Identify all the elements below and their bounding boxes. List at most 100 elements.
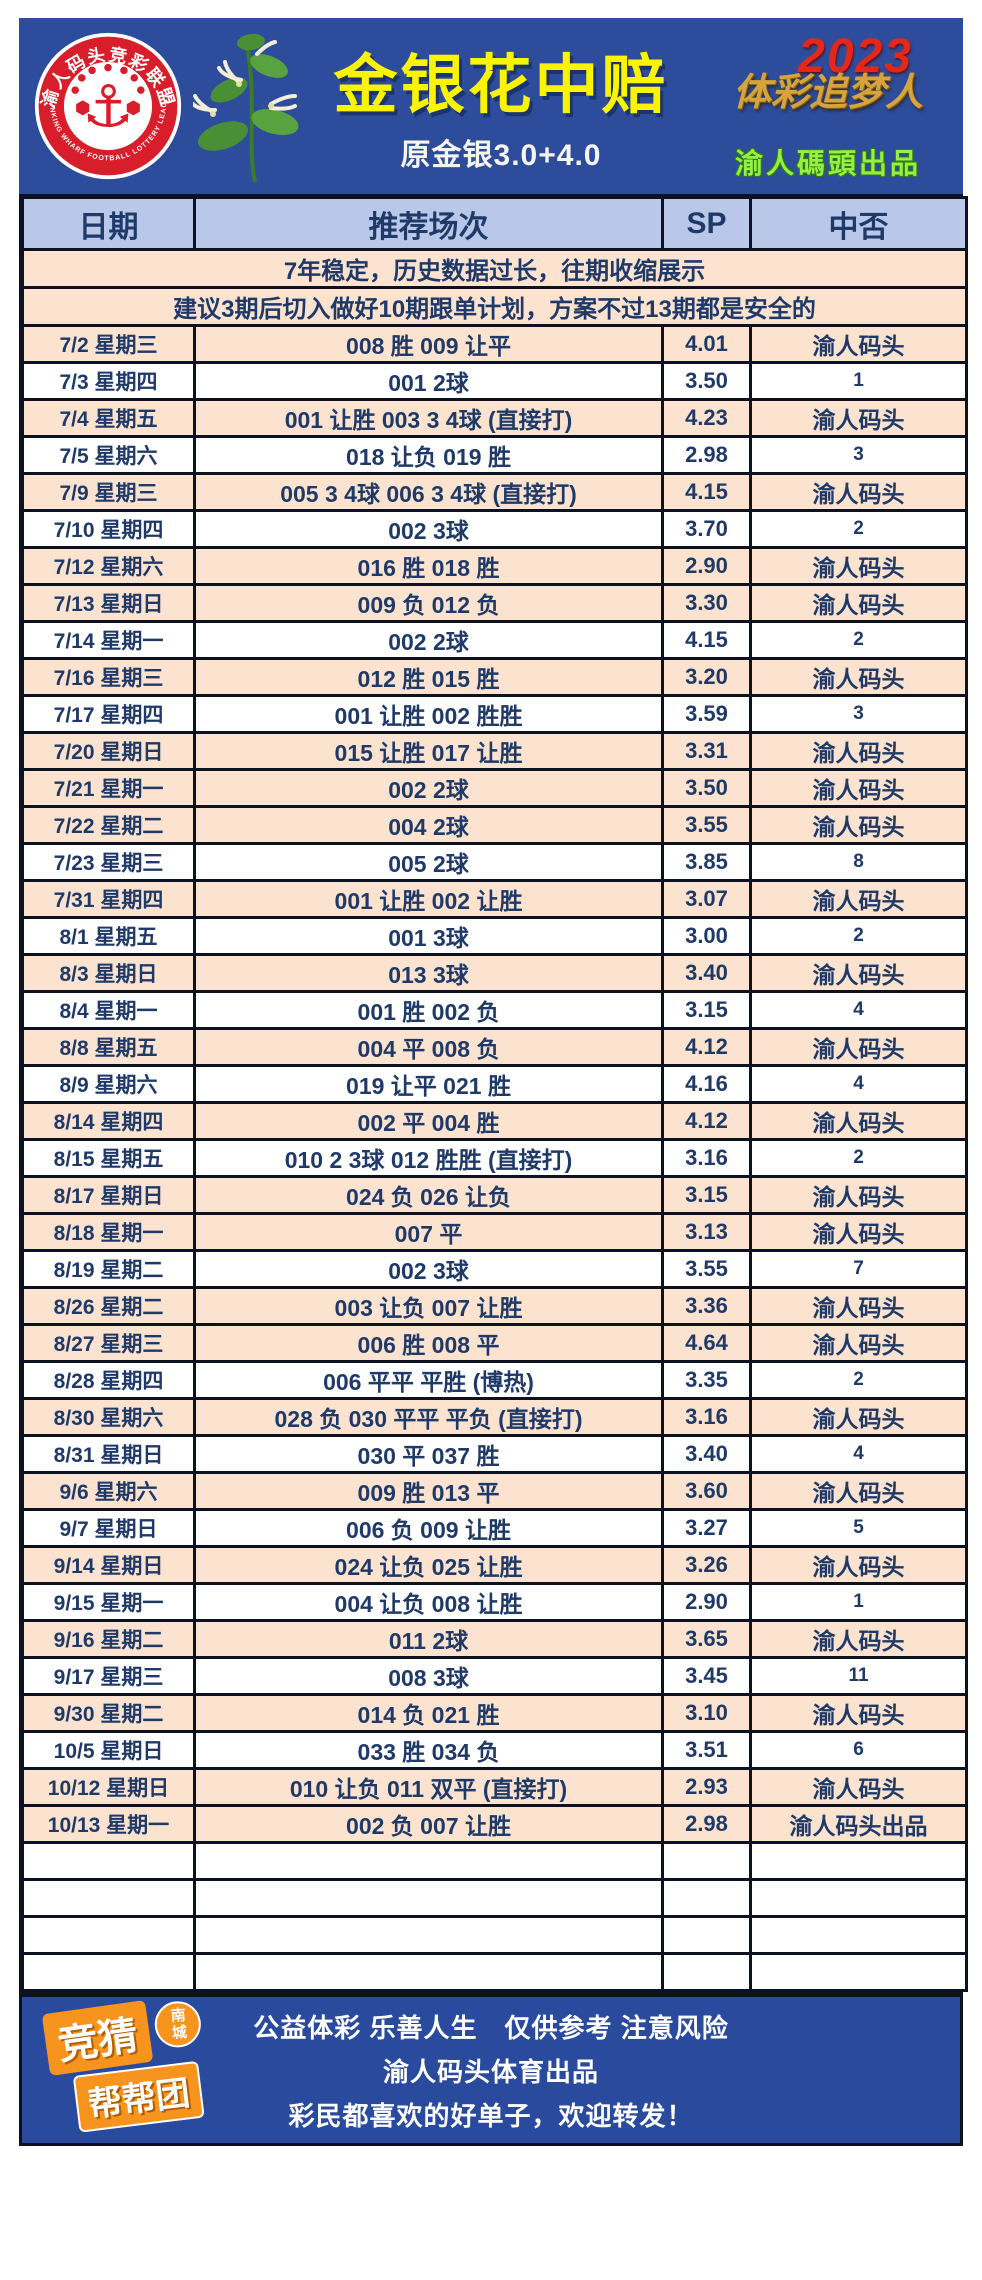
table-row: 7/12 星期六 016 胜 018 胜 2.90 渝人码头 [21,546,968,586]
match-cell: 006 负 009 让胜 [193,1508,664,1548]
sp-cell: 2.98 [661,1804,752,1844]
date-cell: 9/30 星期二 [21,1693,196,1733]
result-cell: 2 [749,620,968,660]
sp-cell: 3.20 [661,657,752,697]
notice-text: 7年稳定，历史数据过长，往期收缩展示 [21,248,968,289]
result-cell: 渝人码头 [749,1286,968,1326]
table-row: 8/14 星期四 002 平 004 胜 4.12 渝人码头 [21,1101,968,1141]
result-cell: 7 [749,1249,968,1289]
result-cell: 渝人码头 [749,1545,968,1585]
result-cell: 渝人码头 [749,1693,968,1733]
result-cell: 8 [749,842,968,882]
match-cell: 002 3球 [193,509,664,549]
sp-cell: 2.90 [661,546,752,586]
sp-cell [661,1952,752,1992]
table-row: 10/5 星期日 033 胜 034 负 3.51 6 [21,1730,968,1770]
result-cell: 1 [749,1582,968,1622]
date-cell: 7/14 星期一 [21,620,196,660]
sp-cell: 4.12 [661,1101,752,1141]
date-cell: 8/31 星期日 [21,1434,196,1474]
match-cell: 012 胜 015 胜 [193,657,664,697]
table-row: 9/30 星期二 014 负 021 胜 3.10 渝人码头 [21,1693,968,1733]
match-cell: 002 负 007 让胜 [193,1804,664,1844]
date-cell: 7/16 星期三 [21,657,196,697]
table-row: 8/1 星期五 001 3球 3.00 2 [21,916,968,956]
notice-row: 建议3期后切入做好10期跟单计划，方案不过13期都是安全的 [21,286,968,327]
table-row: 9/6 星期六 009 胜 013 平 3.60 渝人码头 [21,1471,968,1511]
table-row: 8/19 星期二 002 3球 3.55 7 [21,1249,968,1289]
col-header-sp: SP [661,196,752,251]
sp-cell: 3.15 [661,990,752,1030]
table-row: 8/28 星期四 006 平平 平胜 (博热) 3.35 2 [21,1360,968,1400]
result-cell: 渝人码头 [749,768,968,808]
match-cell: 002 2球 [193,620,664,660]
date-cell: 7/13 星期日 [21,583,196,623]
match-cell: 001 让胜 002 胜胜 [193,694,664,734]
result-cell: 渝人码头 [749,1619,968,1659]
match-cell: 001 2球 [193,361,664,401]
result-cell: 渝人码头 [749,583,968,623]
date-cell: 9/17 星期三 [21,1656,196,1696]
result-cell: 6 [749,1730,968,1770]
result-cell [749,1878,968,1918]
league-logo: ⚓ 渝人码头竞彩联盟 CHUNKING WHARF FOOTBALL LOTTE… [33,31,182,180]
sp-cell [661,1841,752,1881]
sp-cell: 4.01 [661,324,752,364]
date-cell: 9/14 星期日 [21,1545,196,1585]
sp-cell: 3.26 [661,1545,752,1585]
result-cell: 渝人码头 [749,953,968,993]
result-cell: 5 [749,1508,968,1548]
match-cell: 004 让负 008 让胜 [193,1582,664,1622]
date-cell: 7/21 星期一 [21,768,196,808]
result-cell: 渝人码头 [749,1175,968,1215]
sp-cell: 3.30 [661,583,752,623]
result-cell: 2 [749,1360,968,1400]
sp-cell: 4.15 [661,620,752,660]
sp-cell: 3.00 [661,916,752,956]
result-cell: 4 [749,1064,968,1104]
empty-row [21,1952,968,1992]
empty-row [21,1878,968,1918]
date-cell [21,1878,196,1918]
sp-cell: 2.98 [661,435,752,475]
table-row: 8/3 星期日 013 3球 3.40 渝人码头 [21,953,968,993]
result-cell [749,1952,968,1992]
date-cell [21,1952,196,1992]
match-cell: 008 3球 [193,1656,664,1696]
date-cell: 7/4 星期五 [21,398,196,438]
result-cell: 2 [749,1138,968,1178]
match-cell: 024 让负 025 让胜 [193,1545,664,1585]
sp-cell: 3.55 [661,805,752,845]
table-row: 7/22 星期二 004 2球 3.55 渝人码头 [21,805,968,845]
sp-cell [661,1915,752,1955]
match-cell: 007 平 [193,1212,664,1252]
sp-cell: 3.35 [661,1360,752,1400]
match-cell: 002 平 004 胜 [193,1101,664,1141]
date-cell: 8/19 星期二 [21,1249,196,1289]
match-cell: 014 负 021 胜 [193,1693,664,1733]
footer: 竞猜 帮帮团 南城 公益体彩 乐善人生 仅供参考 注意风险 渝人码头体育出品 彩… [19,1994,963,2146]
table-row: 9/16 星期二 011 2球 3.65 渝人码头 [21,1619,968,1659]
notice-row: 7年稳定，历史数据过长，往期收缩展示 [21,248,968,289]
match-cell: 008 胜 009 让平 [193,324,664,364]
sp-cell: 3.60 [661,1471,752,1511]
date-cell: 9/6 星期六 [21,1471,196,1511]
match-cell: 002 3球 [193,1249,664,1289]
date-cell: 8/28 星期四 [21,1360,196,1400]
match-cell: 015 让胜 017 让胜 [193,731,664,771]
table-row: 8/9 星期六 019 让平 021 胜 4.16 4 [21,1064,968,1104]
result-cell [749,1841,968,1881]
sp-cell: 4.64 [661,1323,752,1363]
table-row: 7/21 星期一 002 2球 3.50 渝人码头 [21,768,968,808]
match-cell: 013 3球 [193,953,664,993]
date-cell: 10/13 星期一 [21,1804,196,1844]
col-header-date: 日期 [21,196,196,251]
match-cell: 002 2球 [193,768,664,808]
match-cell: 019 让平 021 胜 [193,1064,664,1104]
result-cell: 渝人码头 [749,731,968,771]
date-cell: 8/26 星期二 [21,1286,196,1326]
badge-corner-label: 南城 [153,1999,203,2049]
result-cell: 渝人码头 [749,1027,968,1067]
sp-cell: 3.16 [661,1138,752,1178]
